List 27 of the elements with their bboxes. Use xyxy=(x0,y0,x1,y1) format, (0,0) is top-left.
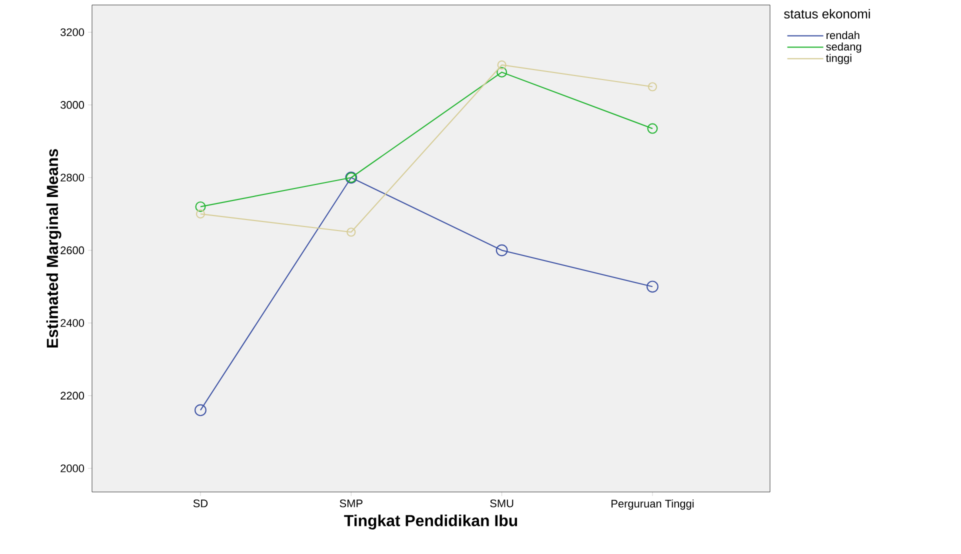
legend-label: rendah xyxy=(826,31,860,40)
x-tick-label: Perguruan Tinggi xyxy=(612,500,694,510)
legend-title: status ekonomi xyxy=(784,8,870,19)
point xyxy=(195,201,206,212)
point xyxy=(646,280,658,293)
x-tick-label: SD xyxy=(193,500,208,508)
point xyxy=(346,228,356,237)
legend-label: sedang xyxy=(826,42,862,53)
y-tick-label: 3000 xyxy=(60,101,84,109)
y-tick-label: 2400 xyxy=(60,319,84,327)
y-tick-label: 3200 xyxy=(60,28,84,36)
x-tick-label: SMU xyxy=(490,500,514,508)
point xyxy=(497,60,506,70)
point xyxy=(194,404,206,416)
y-tick-label: 2200 xyxy=(60,392,84,400)
point xyxy=(648,82,658,92)
x-axis-title: Tingkat Pendidikan Ibu xyxy=(344,514,518,530)
y-axis-title: Estimated Marginal Means xyxy=(46,149,62,348)
x-tick-label: SMP xyxy=(340,500,362,508)
y-tick-label: 2000 xyxy=(60,464,84,472)
point xyxy=(196,209,206,219)
y-tick-label: 2800 xyxy=(60,174,84,182)
y-tick-label: 2600 xyxy=(60,246,84,254)
point xyxy=(496,244,508,256)
legend-label: tinggi xyxy=(826,54,852,64)
point xyxy=(496,66,508,78)
point xyxy=(647,123,658,134)
